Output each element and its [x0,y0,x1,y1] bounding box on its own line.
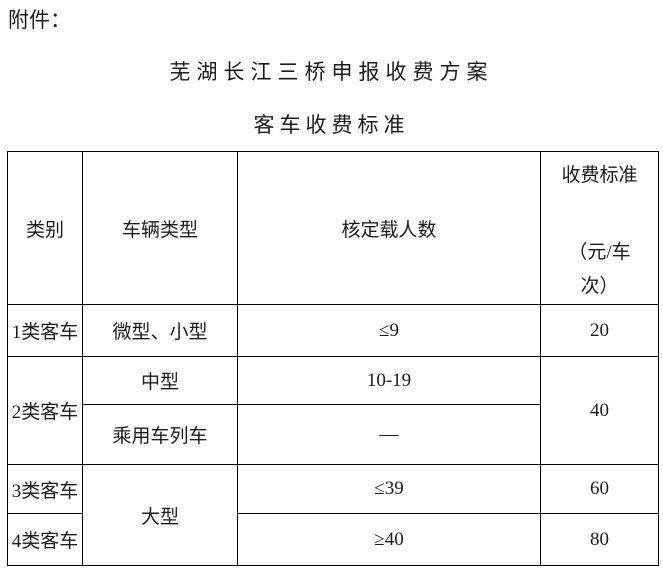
table-row: 2类客车 中型 10-19 40 [7,356,659,465]
cell-vehicle-type-medium: 中型 [82,356,238,405]
header-fee-unit: （元/车次） [568,242,631,297]
cell-capacity-le39: ≤39 [237,464,541,514]
cell-capacity-ge40: ≥40 [237,513,541,566]
attachment-label: 附件： [8,8,71,32]
table-row: 乘用车列车 — [8,404,659,465]
header-capacity: 核定载人数 [237,151,541,305]
table-header-row: 类别 车辆类型 核定载人数 收费标准 （元/车次） [7,151,659,305]
cell-capacity-dash: — [237,404,541,465]
table-row: 1类客车 微型、小型 ≤9 20 [7,304,659,357]
cell-category-class1: 1类客车 [7,304,83,357]
cell-vehicle-type-mini-small: 微型、小型 [82,304,238,357]
cell-category-class4: 4类客车 [7,513,83,566]
cell-vehicle-type-car-train: 乘用车列车 [82,404,238,465]
cell-capacity-le9: ≤9 [237,304,541,357]
header-vehicle-type: 车辆类型 [82,151,238,305]
table-row: 4类客车 ≥40 80 [7,513,659,566]
cell-category-class2: 2类客车 [7,356,83,465]
cell-fee-40: 40 [540,356,659,465]
cell-fee-60: 60 [540,464,659,514]
cell-capacity-10-19: 10-19 [237,356,541,405]
toll-table: 类别 车辆类型 核定载人数 收费标准 （元/车次） 1类客车 微型、小型 ≤9 … [7,151,659,566]
document-title: 芜湖长江三桥申报收费方案 [169,60,494,84]
cell-category-class3: 3类客车 [7,464,83,514]
cell-fee-80: 80 [540,513,659,566]
cell-vehicle-type-large: 大型 [82,464,238,566]
table-row: 3类客车 大型 ≤39 60 [7,464,659,566]
table-title: 客车收费标准 [253,113,410,137]
header-fee-title: 收费标准 [561,165,638,186]
header-category: 类别 [7,151,83,305]
header-fee: 收费标准 （元/车次） [540,151,659,305]
cell-fee-20: 20 [540,304,659,357]
